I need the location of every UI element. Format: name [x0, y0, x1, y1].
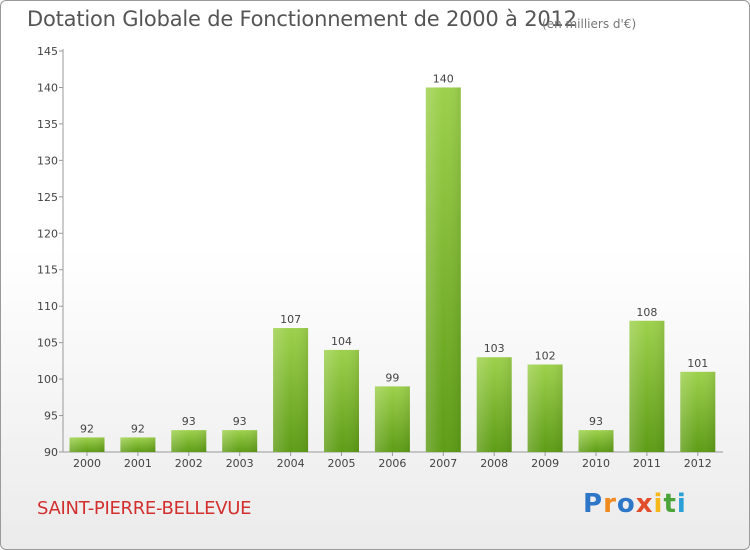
bar-shade — [680, 371, 716, 452]
x-tick-label: 2011 — [633, 457, 661, 470]
y-tick-label: 105 — [37, 337, 58, 350]
bar-value-label: 93 — [589, 415, 603, 428]
bar-shade — [69, 437, 105, 452]
proxiti-logo[interactable]: Proxiti — [583, 489, 687, 519]
chart-subtitle: (en milliers d'€) — [542, 17, 637, 31]
logo-letter: r — [603, 489, 617, 519]
bar-value-label: 99 — [385, 371, 399, 384]
bar-shade — [374, 386, 410, 452]
x-tick-label: 2002 — [175, 457, 203, 470]
x-tick-label: 2012 — [684, 457, 712, 470]
bar-shade — [222, 430, 258, 452]
bar-value-label: 102 — [535, 350, 556, 363]
y-tick-label: 120 — [37, 227, 58, 240]
bar-value-label: 92 — [131, 422, 145, 435]
bar-shade — [527, 364, 563, 452]
bar-value-label: 107 — [280, 313, 301, 326]
bar-shade — [629, 320, 665, 452]
bar-value-label: 101 — [687, 357, 708, 370]
x-tick-label: 2007 — [429, 457, 457, 470]
y-tick-label: 135 — [37, 118, 58, 131]
commune-name: SAINT-PIERRE-BELLEVUE — [37, 498, 252, 519]
bar-shade — [273, 328, 309, 452]
x-tick-label: 2009 — [531, 457, 559, 470]
x-tick-label: 2005 — [328, 457, 356, 470]
bar-value-label: 103 — [484, 342, 505, 355]
bar-shade — [324, 349, 359, 452]
y-tick-label: 115 — [37, 264, 58, 277]
bar-value-label: 93 — [182, 415, 196, 428]
logo-letter: t — [663, 489, 677, 519]
bar-value-label: 93 — [233, 415, 247, 428]
logo-letter: i — [653, 489, 664, 519]
x-tick-label: 2010 — [582, 457, 610, 470]
logo-letter: P — [583, 489, 604, 519]
bar-shade — [425, 87, 461, 453]
x-tick-label: 2006 — [378, 457, 406, 470]
logo-letter: i — [676, 489, 687, 519]
x-tick-label: 2004 — [277, 457, 305, 470]
y-tick-label: 100 — [37, 373, 58, 386]
y-tick-label: 90 — [44, 446, 58, 459]
y-tick-label: 125 — [37, 191, 58, 204]
bar-shade — [171, 430, 207, 452]
bar-shade — [476, 357, 512, 452]
bar-value-label: 108 — [636, 306, 657, 319]
y-tick-label: 130 — [37, 154, 58, 167]
bar-shade — [120, 437, 156, 452]
x-tick-label: 2008 — [480, 457, 508, 470]
y-tick-label: 95 — [44, 410, 58, 423]
bar-value-label: 92 — [80, 422, 94, 435]
y-tick-label: 110 — [37, 300, 58, 313]
chart-title: Dotation Globale de Fonctionnement de 20… — [27, 7, 577, 31]
x-tick-label: 2003 — [226, 457, 254, 470]
y-tick-label: 145 — [37, 45, 58, 58]
y-tick-label: 140 — [37, 81, 58, 94]
x-tick-label: 2000 — [73, 457, 101, 470]
logo-letter: x — [635, 489, 654, 519]
x-tick-label: 2001 — [124, 457, 152, 470]
bar-shade — [578, 430, 614, 452]
bar-value-label: 104 — [331, 335, 352, 348]
bar-value-label: 140 — [433, 72, 454, 85]
logo-letter: o — [616, 489, 636, 519]
